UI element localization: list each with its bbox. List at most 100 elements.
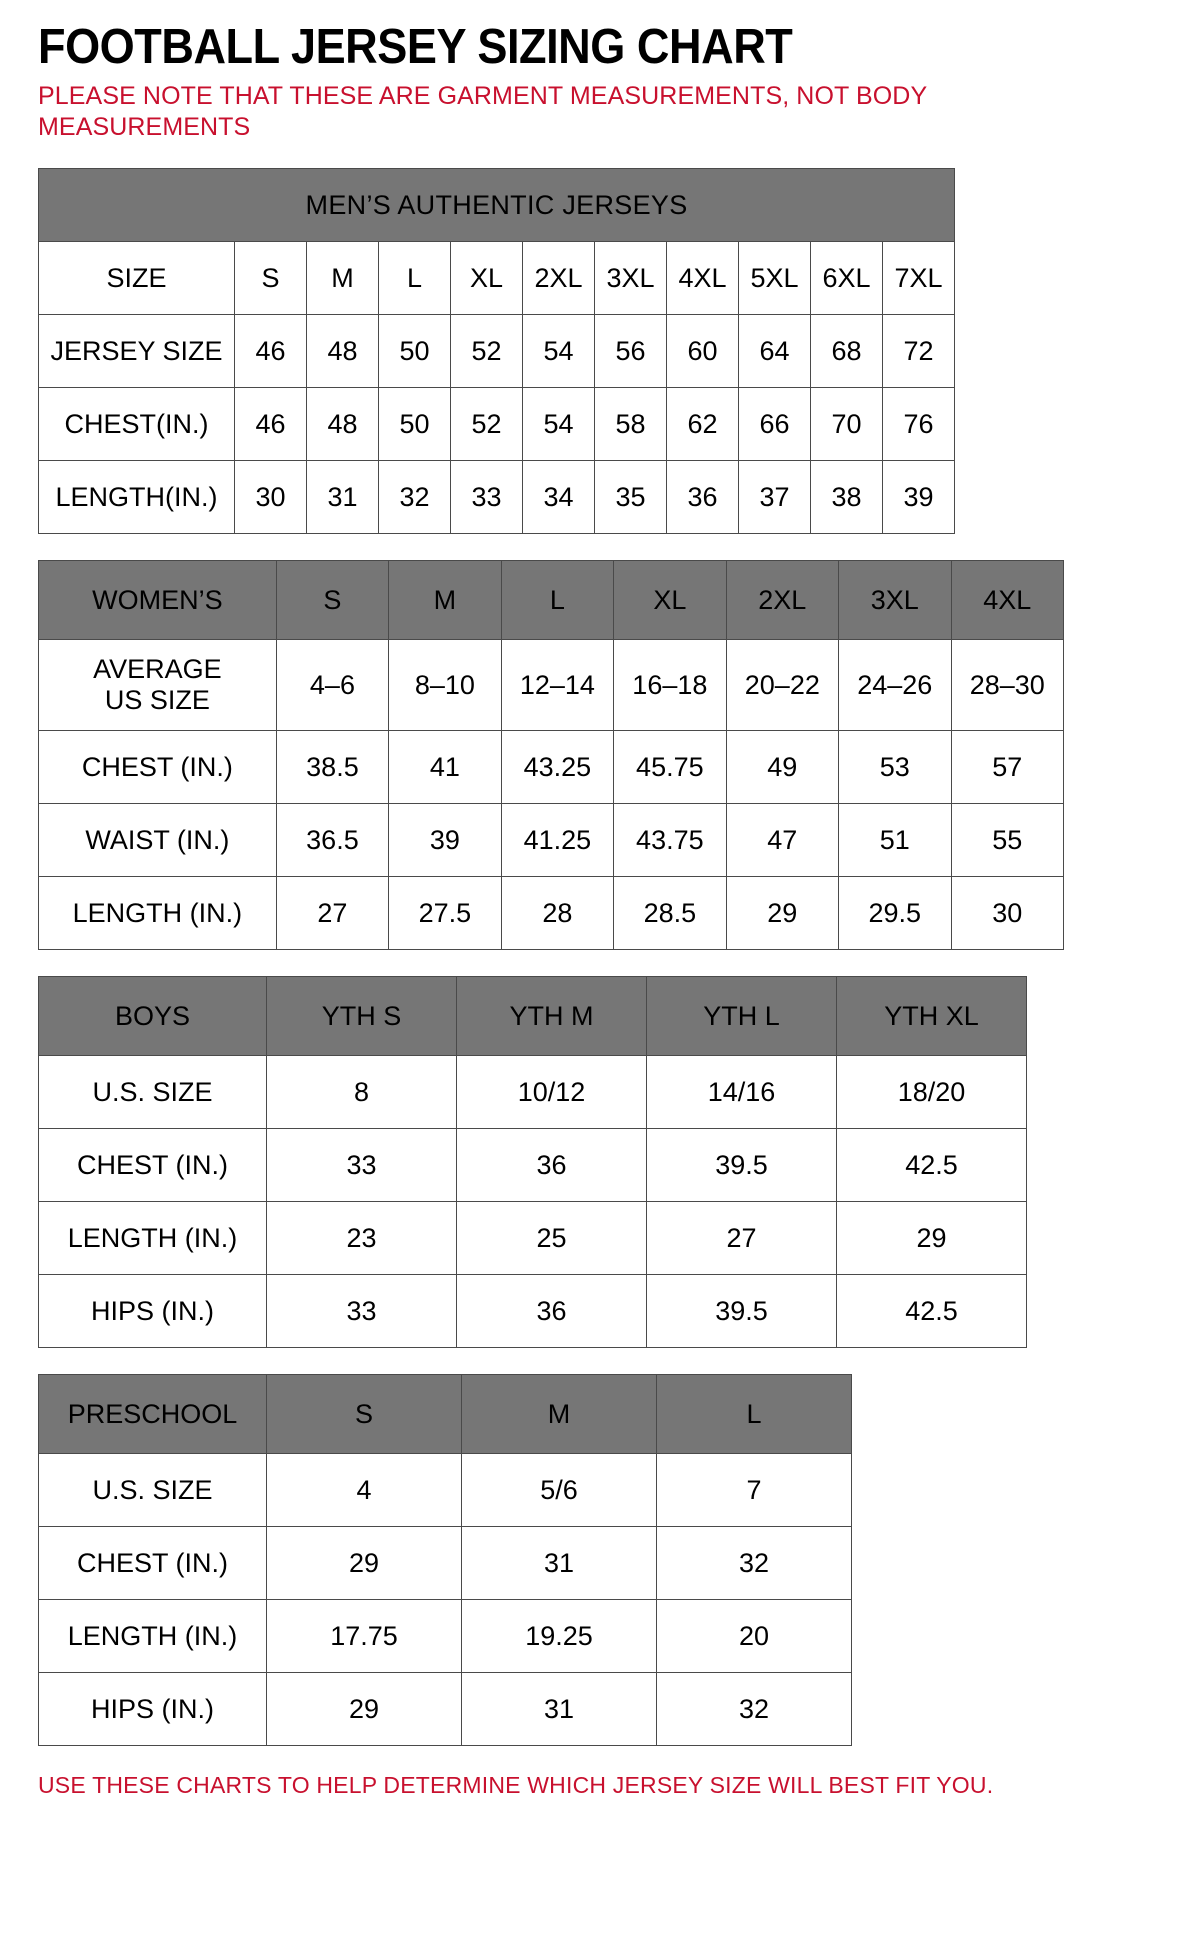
womens-cell: 27 bbox=[275, 876, 390, 951]
womens-cell: 45.75 bbox=[613, 730, 727, 805]
womens-cell: 49 bbox=[725, 730, 840, 805]
mens-cell: 66 bbox=[738, 387, 811, 462]
preschool-cell: 29 bbox=[266, 1526, 462, 1601]
mens-cell: 34 bbox=[522, 460, 595, 535]
mens-row-label: LENGTH(IN.) bbox=[38, 460, 235, 535]
mens-cell: 72 bbox=[881, 314, 956, 389]
mens-authentic-jerseys-table: MEN’S AUTHENTIC JERSEYS SIZE S M L XL 2X… bbox=[37, 168, 956, 535]
womens-cell: 28 bbox=[500, 876, 615, 951]
womens-col-header: 2XL bbox=[725, 560, 840, 641]
boys-col-header: YTH XL bbox=[836, 976, 1027, 1057]
womens-cell: 43.75 bbox=[613, 803, 727, 878]
mens-row-label: JERSEY SIZE bbox=[38, 314, 235, 389]
mens-col-header: M bbox=[306, 241, 379, 316]
preschool-col-header: S bbox=[266, 1374, 462, 1455]
boys-cell: 29 bbox=[836, 1201, 1027, 1276]
preschool-cell: 7 bbox=[656, 1453, 852, 1528]
mens-corner-label: SIZE bbox=[38, 241, 235, 316]
mens-table-header-row: SIZE S M L XL 2XL 3XL 4XL 5XL 6XL 7XL bbox=[38, 241, 956, 316]
mens-cell: 31 bbox=[306, 460, 379, 535]
mens-cell: 32 bbox=[378, 460, 451, 535]
mens-col-header: S bbox=[234, 241, 307, 316]
womens-col-header: XL bbox=[613, 560, 727, 641]
womens-cell: 57 bbox=[950, 730, 1065, 805]
womens-cell: 8–10 bbox=[388, 639, 502, 732]
mens-cell: 48 bbox=[306, 314, 379, 389]
boys-cell: 33 bbox=[266, 1128, 457, 1203]
boys-cell: 18/20 bbox=[836, 1055, 1027, 1130]
mens-cell: 46 bbox=[234, 387, 307, 462]
table-row: CHEST (IN.) 38.5 41 43.25 45.75 49 53 57 bbox=[38, 730, 1065, 805]
womens-jerseys-table: WOMEN’S S M L XL 2XL 3XL 4XL AVERAGE US S… bbox=[38, 560, 1065, 951]
table-row: JERSEY SIZE 46 48 50 52 54 56 60 64 68 7… bbox=[38, 314, 956, 389]
boys-cell: 36 bbox=[456, 1274, 647, 1349]
womens-cell: 24–26 bbox=[838, 639, 952, 732]
mens-cell: 64 bbox=[738, 314, 811, 389]
mens-cell: 50 bbox=[378, 387, 451, 462]
mens-col-header: XL bbox=[450, 241, 523, 316]
boys-jerseys-table: BOYS YTH S YTH M YTH L YTH XL U.S. SIZE … bbox=[38, 976, 1027, 1349]
womens-cell: 53 bbox=[838, 730, 952, 805]
mens-col-header: 7XL bbox=[881, 241, 956, 316]
boys-corner-label: BOYS bbox=[38, 976, 267, 1057]
preschool-cell: 4 bbox=[266, 1453, 462, 1528]
table-row: HIPS (IN.) 29 31 32 bbox=[38, 1672, 852, 1747]
table-row: LENGTH (IN.) 17.75 19.25 20 bbox=[38, 1599, 852, 1674]
womens-col-header: 3XL bbox=[838, 560, 952, 641]
mens-cell: 52 bbox=[450, 314, 523, 389]
boys-cell: 36 bbox=[456, 1128, 647, 1203]
boys-row-label: HIPS (IN.) bbox=[38, 1274, 267, 1349]
table-row: CHEST (IN.) 33 36 39.5 42.5 bbox=[38, 1128, 1027, 1203]
table-row: LENGTH (IN.) 23 25 27 29 bbox=[38, 1201, 1027, 1276]
preschool-cell: 19.25 bbox=[461, 1599, 657, 1674]
preschool-cell: 17.75 bbox=[266, 1599, 462, 1674]
mens-cell: 56 bbox=[594, 314, 667, 389]
preschool-row-label: HIPS (IN.) bbox=[38, 1672, 267, 1747]
womens-col-header: 4XL bbox=[950, 560, 1065, 641]
chart-footer-note: USE THESE CHARTS TO HELP DETERMINE WHICH… bbox=[38, 1772, 994, 1799]
womens-cell: 41.25 bbox=[500, 803, 615, 878]
womens-cell: 29 bbox=[725, 876, 840, 951]
womens-cell: 41 bbox=[388, 730, 502, 805]
garment-measurement-note: PLEASE NOTE THAT THESE ARE GARMENT MEASU… bbox=[38, 82, 927, 141]
mens-cell: 58 bbox=[594, 387, 667, 462]
womens-row-label: WAIST (IN.) bbox=[38, 803, 277, 878]
boys-row-label: CHEST (IN.) bbox=[38, 1128, 267, 1203]
womens-cell: 55 bbox=[950, 803, 1065, 878]
womens-cell: 20–22 bbox=[725, 639, 840, 732]
table-row: AVERAGE US SIZE 4–6 8–10 12–14 16–18 20–2… bbox=[38, 639, 1065, 732]
mens-table-banner: MEN’S AUTHENTIC JERSEYS bbox=[37, 168, 956, 243]
mens-cell: 48 bbox=[306, 387, 379, 462]
boys-col-header: YTH S bbox=[266, 976, 457, 1057]
mens-col-header: 6XL bbox=[810, 241, 883, 316]
boys-col-header: YTH L bbox=[646, 976, 837, 1057]
table-row: WAIST (IN.) 36.5 39 41.25 43.75 47 51 55 bbox=[38, 803, 1065, 878]
preschool-cell: 5/6 bbox=[461, 1453, 657, 1528]
womens-cell: 38.5 bbox=[275, 730, 390, 805]
mens-cell: 54 bbox=[522, 387, 595, 462]
table-row: U.S. SIZE 4 5/6 7 bbox=[38, 1453, 852, 1528]
mens-col-header: 3XL bbox=[594, 241, 667, 316]
mens-cell: 36 bbox=[666, 460, 739, 535]
table-row: CHEST (IN.) 29 31 32 bbox=[38, 1526, 852, 1601]
womens-row-label: LENGTH (IN.) bbox=[38, 876, 277, 951]
mens-cell: 33 bbox=[450, 460, 523, 535]
preschool-row-label: LENGTH (IN.) bbox=[38, 1599, 267, 1674]
mens-cell: 46 bbox=[234, 314, 307, 389]
mens-cell: 38 bbox=[810, 460, 883, 535]
preschool-cell: 29 bbox=[266, 1672, 462, 1747]
mens-col-header: 5XL bbox=[738, 241, 811, 316]
table-row: U.S. SIZE 8 10/12 14/16 18/20 bbox=[38, 1055, 1027, 1130]
womens-table-header-row: WOMEN’S S M L XL 2XL 3XL 4XL bbox=[38, 560, 1065, 641]
mens-cell: 52 bbox=[450, 387, 523, 462]
mens-col-header: 4XL bbox=[666, 241, 739, 316]
womens-col-header: M bbox=[388, 560, 502, 641]
boys-cell: 8 bbox=[266, 1055, 457, 1130]
boys-cell: 39.5 bbox=[646, 1128, 837, 1203]
mens-cell: 35 bbox=[594, 460, 667, 535]
mens-cell: 76 bbox=[881, 387, 956, 462]
mens-col-header: L bbox=[378, 241, 451, 316]
mens-cell: 39 bbox=[881, 460, 956, 535]
womens-row-label: AVERAGE US SIZE bbox=[38, 639, 277, 732]
womens-cell: 29.5 bbox=[838, 876, 952, 951]
